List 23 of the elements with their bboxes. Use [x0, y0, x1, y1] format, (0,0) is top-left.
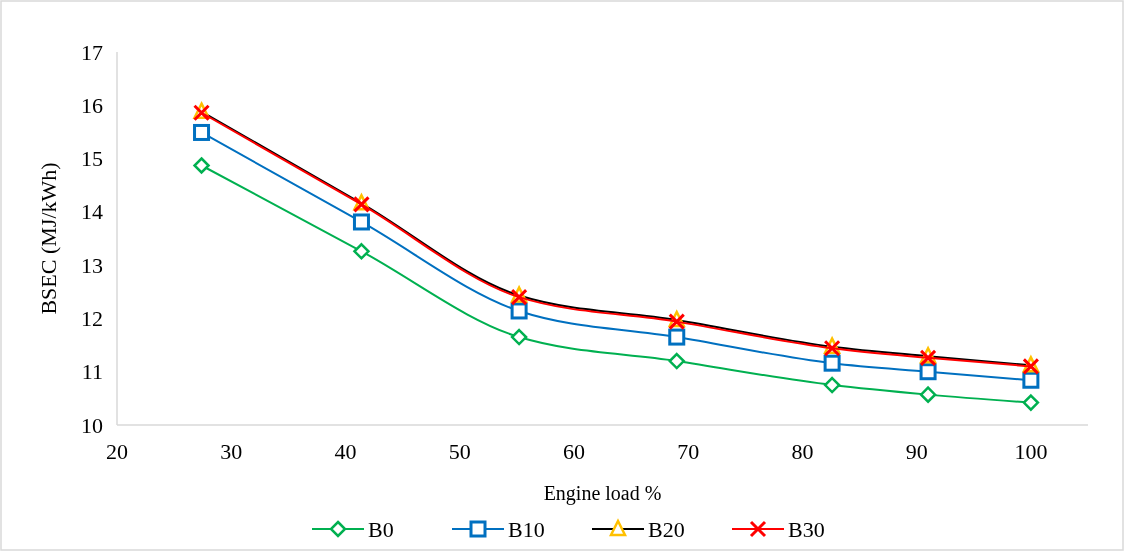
x-tick-label: 80: [791, 439, 814, 464]
legend-label: B20: [648, 516, 685, 542]
x-tick-label: 30: [220, 439, 243, 464]
x-tick-label: 70: [677, 439, 700, 464]
y-tick-label: 11: [81, 359, 103, 385]
legend-label: B0: [368, 516, 394, 542]
x-tick-label: 40: [334, 439, 357, 464]
x-tick-label: 60: [562, 439, 585, 464]
y-tick-label: 14: [81, 199, 103, 225]
y-axis-title: BSEC (MJ/kWh): [35, 162, 61, 315]
legend-label: B10: [508, 516, 545, 542]
y-tick-label: 15: [81, 146, 103, 172]
x-tick-label: 90: [905, 439, 928, 464]
y-tick-label: 13: [81, 252, 103, 278]
x-tick-label: 100: [1014, 439, 1048, 464]
y-tick-label: 12: [81, 305, 103, 331]
y-tick-label: 17: [81, 39, 103, 65]
y-tick-label: 10: [81, 412, 103, 438]
x-axis-title: Engine load %: [543, 482, 662, 505]
x-tick-label: 20: [106, 439, 128, 464]
legend-label: B30: [788, 516, 825, 542]
x-tick-label: 50: [448, 439, 471, 464]
y-tick-label: 16: [81, 92, 103, 118]
